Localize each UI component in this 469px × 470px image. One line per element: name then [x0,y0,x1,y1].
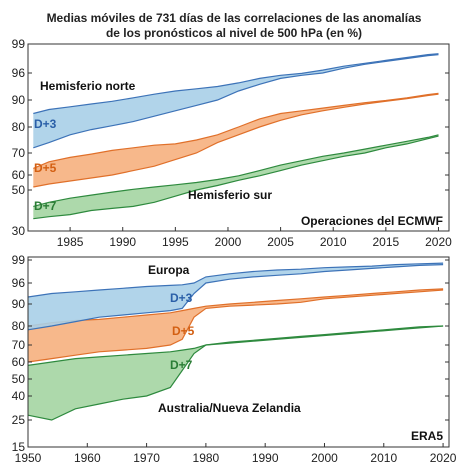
top-label-d3: D+3 [34,117,57,131]
label-australia-nueva-zelandia: Australia/Nueva Zelandia [158,401,301,415]
top-line-d7-north [33,134,439,207]
label-operaciones-ecmwf: Operaciones del ECMWF [301,214,443,228]
chart-title-line2: de los pronósticos al nivel de 500 hPa (… [106,26,362,40]
top-line-d5-north [33,92,439,169]
bottom-ytick-label: 70 [12,338,26,352]
top-ytick-label: 96 [12,66,26,80]
top-ytick-label: 80 [12,120,26,134]
top-xtick-label: 1990 [109,235,136,249]
bottom-xtick-label: 1960 [74,451,101,465]
top-xtick-label: 2015 [372,235,399,249]
bottom-xtick-label: 1950 [15,451,42,465]
top-line-d3-north [33,53,439,115]
top-line-d3-south [33,54,439,149]
label-era5: ERA5 [411,429,443,443]
bottom-xtick-label: 1990 [252,451,279,465]
bottom-panel-frame [27,256,450,448]
top-xtick-label: 2000 [215,235,242,249]
bottom-ytick-label: 60 [12,355,26,369]
top-xtick-label: 2005 [267,235,294,249]
top-ytick-label: 30 [12,224,26,238]
bottom-ytick-label: 40 [12,389,26,403]
top-xtick-label: 1985 [57,235,84,249]
top-xtick-label: 2010 [320,235,347,249]
top-ytick-label: 99 [12,37,26,51]
bottom-band-d3 [28,263,444,330]
bottom-panel: 15 25 40 50 60 70 80 90 96 99 1950 1960 1970 1980 199… [12,253,457,465]
bottom-ytick-label: 50 [12,372,26,386]
bottom-xtick-label: 2020 [430,451,457,465]
bottom-ytick-label: 99 [12,253,26,267]
bottom-band-d5 [28,288,444,362]
bottom-line-d7-australia [27,325,444,421]
top-xtick-label: 1995 [162,235,189,249]
top-ytick-label: 70 [12,146,26,160]
bottom-line-d3-europe [27,262,444,298]
bottom-line-d3-australia [27,264,444,331]
bottom-line-d5-europe [27,288,444,327]
top-line-d5-south [33,93,439,188]
label-europa: Europa [148,263,190,277]
bottom-ytick-label: 90 [12,297,26,311]
bottom-label-d3: D+3 [170,291,193,305]
label-hemisferio-sur: Hemisferio sur [188,188,272,202]
chart-title-line1: Medias móviles de 731 días de las correl… [47,11,422,25]
bottom-line-d5-australia [27,289,444,363]
bottom-xtick-label: 1970 [133,451,160,465]
top-panel-frame [27,43,450,232]
top-label-d5: D+5 [34,161,57,175]
top-xtick-label: 2020 [425,235,452,249]
bottom-xtick-label: 1980 [193,451,220,465]
bottom-ytick-label: 80 [12,319,26,333]
top-band-d5 [33,93,439,187]
bottom-ytick-label: 15 [12,440,26,454]
bottom-ytick-label: 96 [12,276,26,290]
bottom-xtick-label: 2000 [311,451,338,465]
bottom-label-d5: D+5 [172,324,195,338]
top-ytick-label: 90 [12,93,26,107]
bottom-label-d7: D+7 [170,358,193,372]
top-ytick-label: 50 [12,183,26,197]
label-hemisferio-norte: Hemisferio norte [40,79,136,93]
bottom-ytick-label: 25 [12,413,26,427]
bottom-band-d7 [28,326,444,420]
top-line-d7-south [33,135,439,220]
top-ytick-label: 60 [12,168,26,182]
top-label-d7: D+7 [34,199,57,213]
bottom-xtick-label: 2010 [370,451,397,465]
